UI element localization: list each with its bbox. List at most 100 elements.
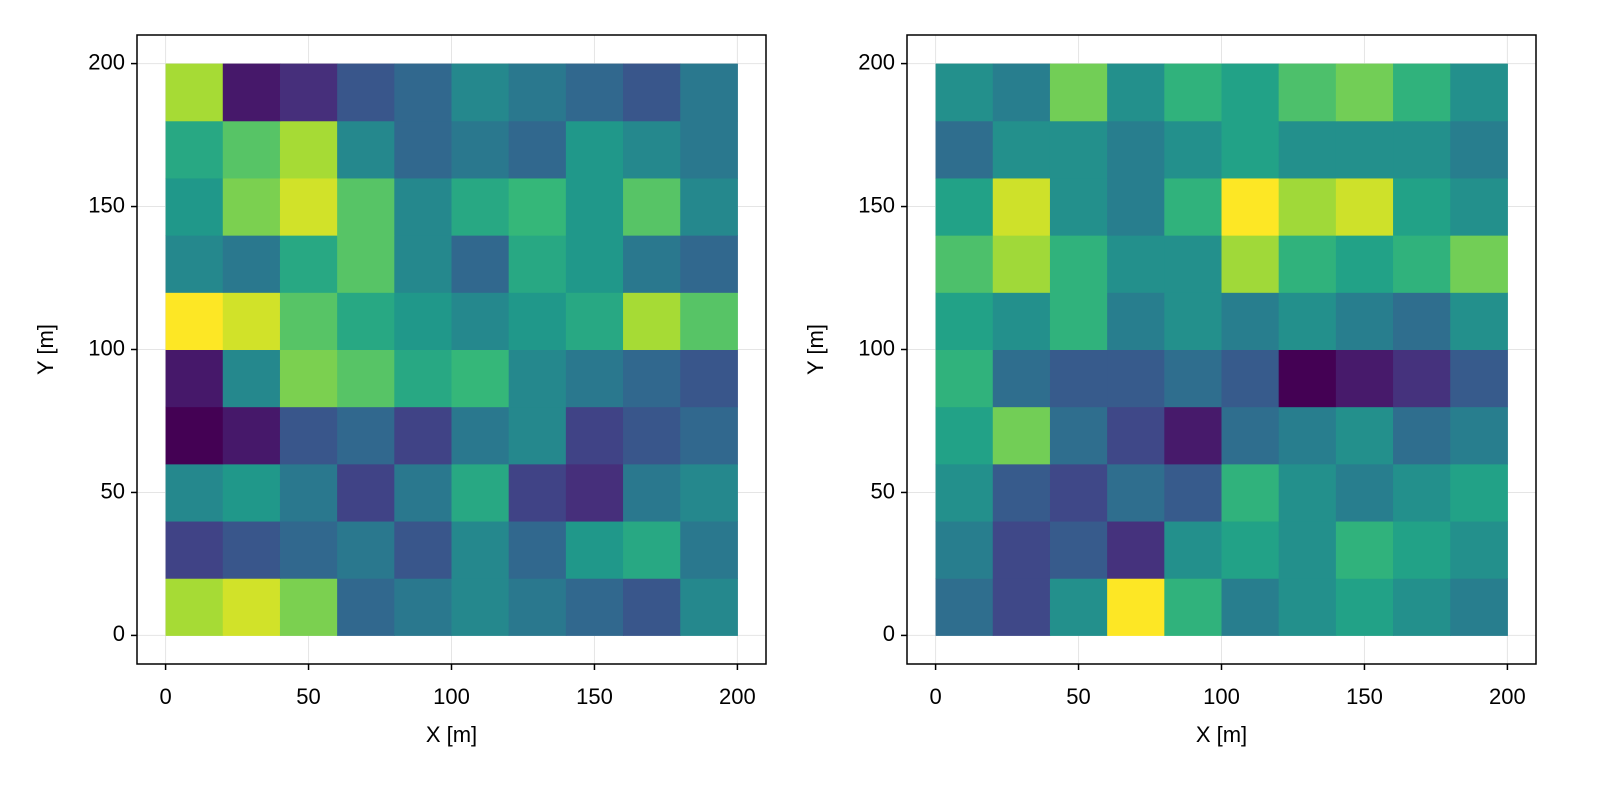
- heatmap-cell: [1335, 521, 1394, 579]
- heatmap-cell: [1049, 349, 1108, 408]
- heatmap-cell: [1278, 521, 1337, 579]
- heatmap-cell: [680, 463, 738, 522]
- x-tick-label: 100: [1203, 684, 1240, 709]
- heatmap-cell: [451, 235, 510, 293]
- heatmap-cell: [1049, 120, 1108, 179]
- heatmap-cell: [279, 463, 338, 522]
- heatmap-cell: [394, 177, 452, 236]
- heatmap-cell: [623, 521, 681, 579]
- heatmap-cell: [1278, 120, 1337, 179]
- heatmap-cell: [565, 177, 624, 236]
- heatmap-cell: [992, 235, 1051, 293]
- heatmap-cell: [1278, 578, 1337, 636]
- heatmap-cell: [680, 292, 738, 350]
- heatmap-cell: [165, 578, 224, 636]
- heatmap-cell: [1335, 177, 1394, 236]
- heatmap-cell: [1450, 349, 1508, 408]
- heatmap-cell: [1278, 63, 1337, 122]
- heatmap-cell: [1450, 578, 1508, 636]
- heatmap-cell: [508, 235, 567, 293]
- heatmap-cell: [623, 177, 681, 236]
- heatmap-cell: [1450, 521, 1508, 579]
- heatmap-cell: [680, 120, 738, 179]
- heatmap-cell: [394, 235, 452, 293]
- heatmap-cell: [1221, 406, 1280, 465]
- x-tick-label: 150: [576, 684, 613, 709]
- heatmap-cell: [508, 63, 567, 122]
- heatmap-cell: [680, 406, 738, 465]
- heatmap-cell: [165, 406, 224, 465]
- heatmap-cell: [565, 63, 624, 122]
- heatmap-cell: [279, 120, 338, 179]
- heatmap-cell: [1164, 63, 1222, 122]
- heatmap-cell: [992, 463, 1051, 522]
- heatmap-cell: [508, 120, 567, 179]
- heatmap-cell: [992, 406, 1051, 465]
- heatmap-cell: [337, 177, 395, 236]
- x-tick-label: 150: [1346, 684, 1383, 709]
- y-tick-label: 150: [88, 192, 125, 217]
- y-tick-label: 200: [858, 49, 895, 74]
- heatmap-cell: [1107, 63, 1165, 122]
- heatmap-cell: [508, 578, 567, 636]
- heatmap-cell: [337, 578, 395, 636]
- heatmap-cell: [222, 235, 281, 293]
- heatmap-cell: [1107, 463, 1165, 522]
- heatmap-cell: [935, 177, 994, 236]
- heatmap-cell: [222, 292, 281, 350]
- heatmap-cell: [565, 349, 624, 408]
- heatmap-cell: [279, 406, 338, 465]
- heatmap-cell: [935, 120, 994, 179]
- heatmap-cell: [680, 521, 738, 579]
- heatmap-cell: [623, 292, 681, 350]
- heatmap-cell: [1107, 235, 1165, 293]
- heatmap-cell: [222, 349, 281, 408]
- y-tick-label: 50: [101, 478, 125, 503]
- heatmap-cell: [935, 63, 994, 122]
- heatmap-cell: [565, 120, 624, 179]
- heatmap-cell: [1164, 292, 1222, 350]
- heatmap-cell: [1164, 177, 1222, 236]
- heatmap-cell: [222, 463, 281, 522]
- heatmap-cell: [222, 120, 281, 179]
- heatmap-cell: [565, 406, 624, 465]
- y-tick-label: 200: [88, 49, 125, 74]
- x-axis-label: X [m]: [1196, 722, 1247, 747]
- heatmap-cell: [508, 292, 567, 350]
- heatmap-cell: [222, 177, 281, 236]
- heatmap-cell: [935, 463, 994, 522]
- heatmap-cell: [451, 463, 510, 522]
- heatmap-cell: [1393, 521, 1451, 579]
- heatmap-cell: [1164, 463, 1222, 522]
- heatmap-cell: [1278, 235, 1337, 293]
- heatmap-cell: [451, 177, 510, 236]
- heatmap-cell: [1450, 120, 1508, 179]
- heatmap-cell: [279, 349, 338, 408]
- heatmap-cell: [935, 349, 994, 408]
- heatmap-cell: [1049, 578, 1108, 636]
- heatmap-cell: [1164, 406, 1222, 465]
- heatmap-cell: [394, 120, 452, 179]
- heatmap-cell: [992, 120, 1051, 179]
- heatmap-cell: [935, 406, 994, 465]
- y-tick-label: 100: [88, 335, 125, 360]
- heatmap-cell: [337, 521, 395, 579]
- heatmap-cell: [508, 521, 567, 579]
- heatmap-cell: [1393, 578, 1451, 636]
- heatmap-cell: [1221, 63, 1280, 122]
- heatmap-cell: [1164, 235, 1222, 293]
- heatmap-cell: [165, 63, 224, 122]
- heatmap-cell: [1393, 177, 1451, 236]
- heatmap-cell: [222, 406, 281, 465]
- heatmap-cell: [1164, 349, 1222, 408]
- y-axis-label: Y [m]: [803, 324, 828, 375]
- heatmap-cell: [1278, 177, 1337, 236]
- heatmap-cell: [1278, 463, 1337, 522]
- heatmap-cell: [337, 235, 395, 293]
- heatmap-cell: [1107, 120, 1165, 179]
- heatmap-cell: [992, 63, 1051, 122]
- heatmap-cell: [1335, 63, 1394, 122]
- heatmap-cell: [165, 235, 224, 293]
- heatmap-cell: [394, 578, 452, 636]
- heatmap-cell: [1450, 177, 1508, 236]
